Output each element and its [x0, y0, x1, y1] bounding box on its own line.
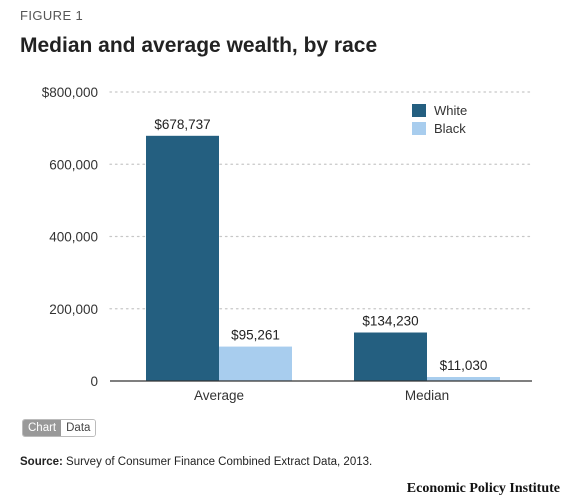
chart-title: Median and average wealth, by race — [20, 34, 378, 57]
data-label: $95,261 — [231, 328, 280, 343]
legend-swatch — [412, 122, 426, 135]
bar-white-average — [146, 135, 219, 381]
view-toggle[interactable]: Chart Data — [22, 419, 97, 437]
legend-swatch — [412, 104, 426, 117]
figure-label: FIGURE 1 — [20, 8, 84, 23]
y-tick-label: 200,000 — [49, 302, 98, 317]
legend-label: White — [434, 103, 467, 118]
bar-black-average — [219, 346, 292, 381]
x-category-label: Average — [194, 388, 244, 403]
y-tick-label: 0 — [90, 374, 98, 389]
data-labels: $678,737 $95,261 $134,230 $11,030 — [154, 117, 487, 373]
y-tick-label: 400,000 — [49, 230, 98, 245]
x-category-label: Median — [405, 388, 449, 403]
data-label: $678,737 — [154, 117, 210, 132]
y-tick-label: 600,000 — [49, 157, 98, 172]
x-axis-labels: Average Median — [194, 388, 449, 403]
data-label: $134,230 — [362, 314, 418, 329]
legend: White Black — [412, 103, 467, 136]
y-tick-label: $800,000 — [42, 85, 98, 100]
chart-tab[interactable]: Chart — [23, 420, 62, 436]
data-tab[interactable]: Data — [61, 420, 96, 436]
legend-label: Black — [434, 121, 466, 136]
bar-black-median — [427, 377, 500, 381]
source-note: Source: Survey of Consumer Finance Combi… — [20, 456, 372, 468]
source-prefix: Source: — [20, 456, 63, 468]
publisher-logo: Economic Policy Institute — [406, 481, 560, 496]
bar-white-median — [354, 332, 427, 381]
bars — [146, 135, 500, 381]
gridlines — [109, 91, 533, 310]
y-axis-ticks: 0 200,000 400,000 600,000 $800,000 — [42, 85, 98, 389]
source-text: Survey of Consumer Finance Combined Extr… — [66, 456, 373, 468]
data-label: $11,030 — [440, 358, 488, 373]
